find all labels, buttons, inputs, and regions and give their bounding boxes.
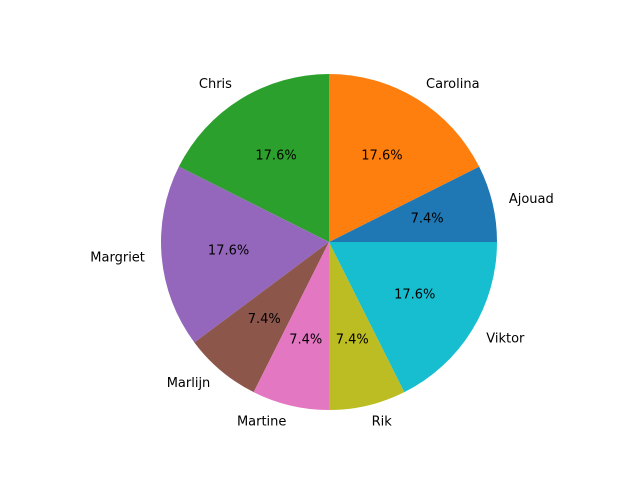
pct-label-carolina: 17.6% bbox=[361, 149, 402, 164]
pie-slice-ajouad bbox=[329, 166, 498, 242]
pct-label-rik: 7.4% bbox=[336, 333, 369, 348]
pie-slices bbox=[160, 74, 498, 410]
pie-slice-carolina bbox=[329, 74, 480, 242]
pie-slice-martine bbox=[253, 242, 329, 410]
pct-label-martine: 7.4% bbox=[289, 333, 322, 348]
slice-label-chris: Chris bbox=[199, 77, 232, 92]
pct-label-ajouad: 7.4% bbox=[411, 211, 444, 226]
pct-label-marlijn: 7.4% bbox=[248, 312, 281, 327]
slice-label-ajouad: Ajouad bbox=[509, 192, 554, 207]
slice-label-martine: Martine bbox=[237, 414, 286, 429]
pie-slice-viktor bbox=[329, 242, 497, 393]
pie-slice-rik bbox=[329, 242, 405, 410]
slice-label-marlijn: Marlijn bbox=[167, 376, 211, 391]
pct-label-viktor: 17.6% bbox=[394, 287, 435, 302]
slice-label-viktor: Viktor bbox=[486, 332, 525, 347]
pie-labels: Ajouad 7.4% Carolina 17.6% Chris 17.6% Margrie… bbox=[90, 77, 553, 429]
pie-slice-chris bbox=[178, 74, 329, 242]
pie-slice-margriet bbox=[160, 166, 329, 343]
pct-label-chris: 17.6% bbox=[255, 149, 296, 164]
pie-slice-marlijn bbox=[194, 242, 329, 393]
slice-label-carolina: Carolina bbox=[426, 77, 480, 92]
slice-label-rik: Rik bbox=[372, 414, 393, 429]
slice-label-margriet: Margriet bbox=[90, 251, 145, 266]
pct-label-margriet: 17.6% bbox=[208, 243, 249, 258]
